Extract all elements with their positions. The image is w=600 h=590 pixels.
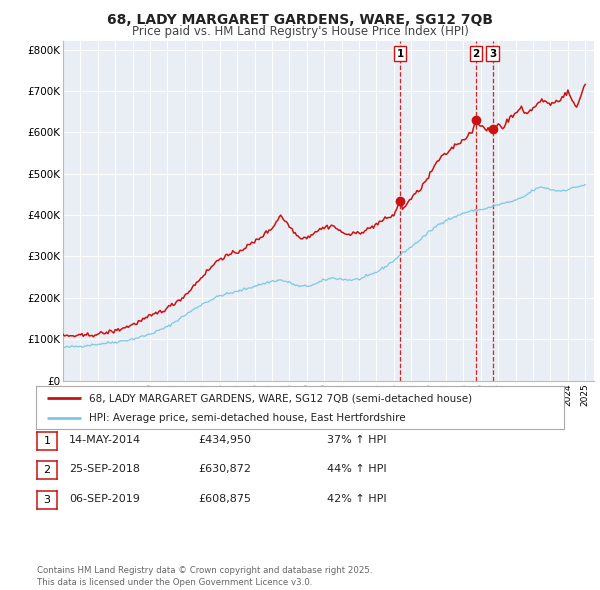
Text: 1: 1: [44, 436, 50, 445]
Text: 3: 3: [44, 495, 50, 504]
Text: £608,875: £608,875: [198, 494, 251, 503]
Text: 44% ↑ HPI: 44% ↑ HPI: [327, 464, 386, 474]
Text: 3: 3: [489, 49, 496, 59]
Text: £434,950: £434,950: [198, 435, 251, 444]
Text: 68, LADY MARGARET GARDENS, WARE, SG12 7QB (semi-detached house): 68, LADY MARGARET GARDENS, WARE, SG12 7Q…: [89, 394, 472, 404]
Text: 1: 1: [397, 49, 404, 59]
Text: Contains HM Land Registry data © Crown copyright and database right 2025.
This d: Contains HM Land Registry data © Crown c…: [37, 566, 373, 587]
Text: 2: 2: [473, 49, 480, 59]
Text: Price paid vs. HM Land Registry's House Price Index (HPI): Price paid vs. HM Land Registry's House …: [131, 25, 469, 38]
Text: 06-SEP-2019: 06-SEP-2019: [69, 494, 140, 503]
Text: 14-MAY-2014: 14-MAY-2014: [69, 435, 141, 444]
Text: 68, LADY MARGARET GARDENS, WARE, SG12 7QB: 68, LADY MARGARET GARDENS, WARE, SG12 7Q…: [107, 13, 493, 27]
Text: 2: 2: [44, 466, 50, 475]
Text: 42% ↑ HPI: 42% ↑ HPI: [327, 494, 386, 503]
Text: 25-SEP-2018: 25-SEP-2018: [69, 464, 140, 474]
Text: HPI: Average price, semi-detached house, East Hertfordshire: HPI: Average price, semi-detached house,…: [89, 413, 406, 423]
Text: £630,872: £630,872: [198, 464, 251, 474]
Text: 37% ↑ HPI: 37% ↑ HPI: [327, 435, 386, 444]
